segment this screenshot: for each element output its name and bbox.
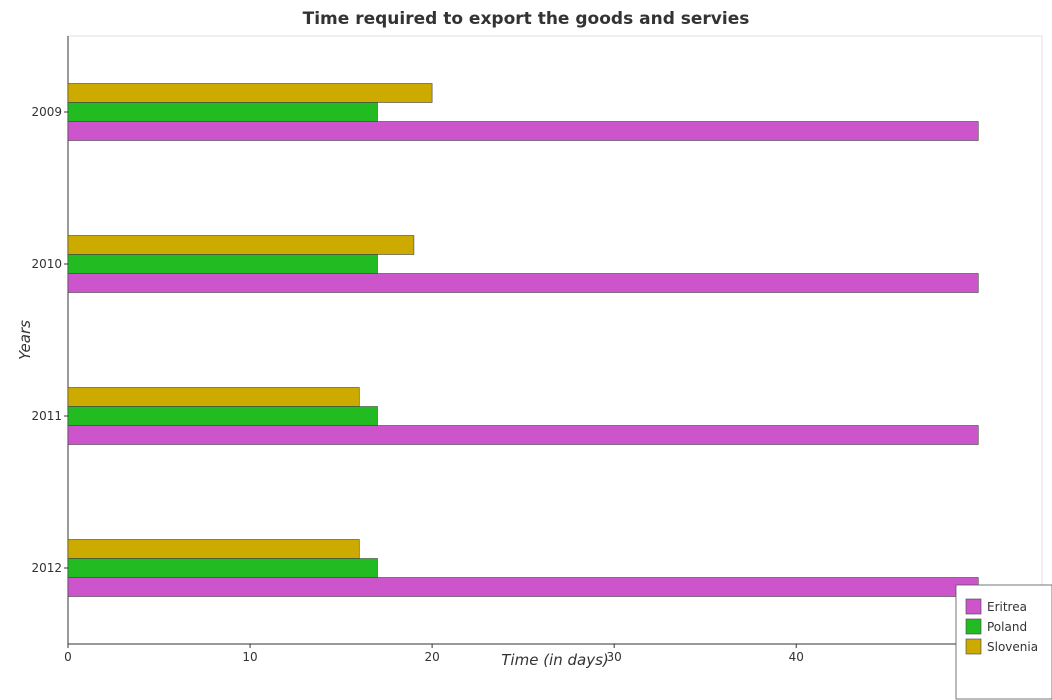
bar-eritrea-2010 xyxy=(67,273,979,293)
bar-poland-2009 xyxy=(67,102,378,122)
chart-title: Time required to export the goods and se… xyxy=(303,9,750,29)
bars-group xyxy=(67,83,979,597)
x-tick-label: 30 xyxy=(607,650,622,664)
x-tick-label: 0 xyxy=(64,650,72,664)
y-axis-label: Years xyxy=(16,320,34,360)
legend-label-eritrea: Eritrea xyxy=(987,600,1027,614)
bar-slovenia-2012 xyxy=(67,539,360,559)
legend: Eritrea Poland Slovenia xyxy=(955,584,1052,700)
x-axis-label: Time (in days) xyxy=(501,651,609,669)
bar-poland-2010 xyxy=(67,254,378,274)
y-tick-label: 2010 xyxy=(31,257,62,271)
bar-poland-2012 xyxy=(67,558,378,578)
y-tick-label: 2011 xyxy=(31,409,62,423)
y-tick-label: 2012 xyxy=(31,561,62,575)
legend-label-poland: Poland xyxy=(987,620,1027,634)
bar-poland-2011 xyxy=(67,406,378,426)
bar-eritrea-2009 xyxy=(67,121,979,141)
legend-swatch-eritrea xyxy=(965,598,982,615)
bar-slovenia-2009 xyxy=(67,83,433,103)
bar-eritrea-2011 xyxy=(67,425,979,445)
bar-slovenia-2010 xyxy=(67,235,415,255)
y-tick-label: 2009 xyxy=(31,105,62,119)
bar-eritrea-2012 xyxy=(67,577,979,597)
bar-slovenia-2011 xyxy=(67,387,360,407)
y-ticks-group: 2009 2010 2011 2012 xyxy=(31,105,68,575)
x-tick-label: 20 xyxy=(424,650,439,664)
legend-swatch-slovenia xyxy=(965,638,982,655)
legend-label-slovenia: Slovenia xyxy=(987,640,1038,654)
legend-swatch-poland xyxy=(965,618,982,635)
x-tick-label: 10 xyxy=(242,650,257,664)
x-tick-label: 40 xyxy=(789,650,804,664)
